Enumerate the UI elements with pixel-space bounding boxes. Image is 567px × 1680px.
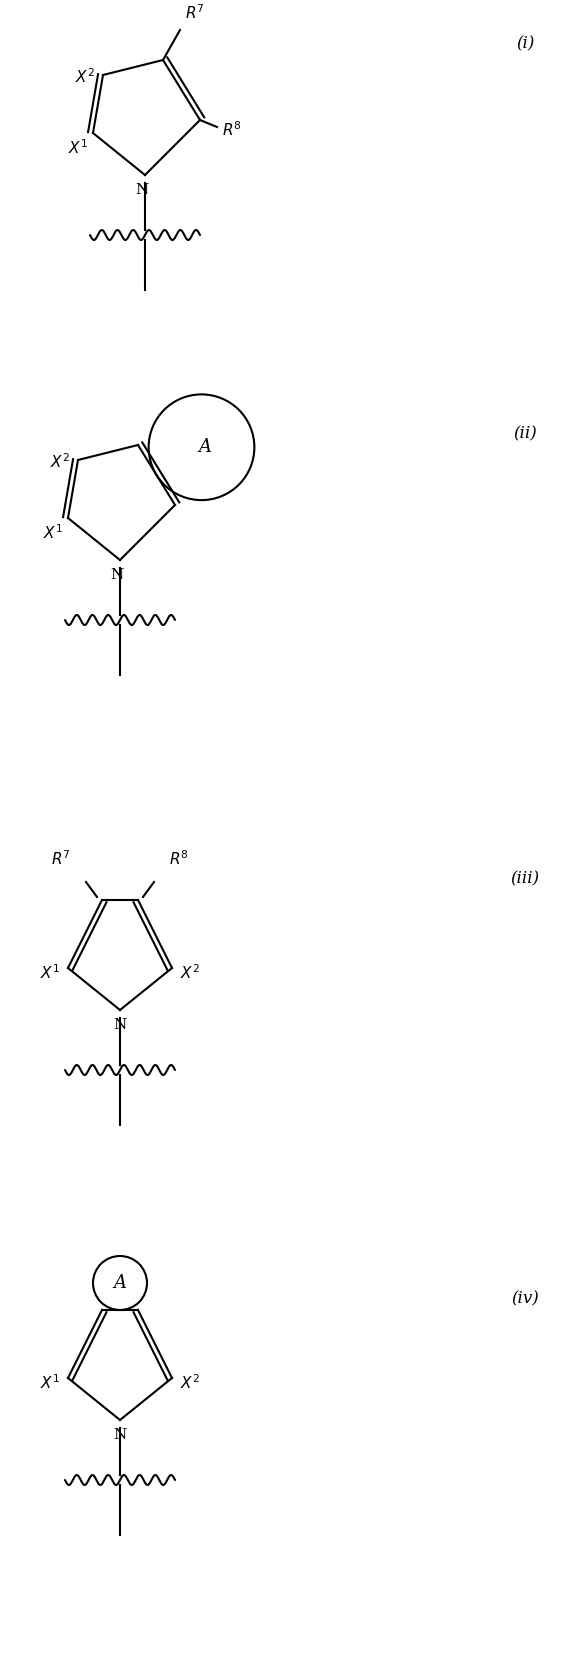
Text: $X^2$: $X^2$ (50, 452, 70, 472)
Text: $R^7$: $R^7$ (52, 850, 71, 869)
Text: N: N (113, 1018, 126, 1032)
Text: (ii): (ii) (513, 425, 537, 442)
Text: $X^1$: $X^1$ (40, 964, 60, 983)
Text: $X^2$: $X^2$ (180, 1374, 200, 1393)
Text: A: A (198, 438, 211, 457)
Text: N: N (136, 183, 149, 197)
Text: $X^2$: $X^2$ (75, 67, 95, 86)
Text: N: N (111, 568, 124, 581)
Text: $R^8$: $R^8$ (169, 850, 189, 869)
Text: $X^1$: $X^1$ (43, 522, 63, 541)
Text: $R^7$: $R^7$ (185, 3, 205, 22)
Text: N: N (113, 1428, 126, 1441)
Text: $X^2$: $X^2$ (180, 964, 200, 983)
Text: (iii): (iii) (510, 870, 540, 887)
Text: $R^8$: $R^8$ (222, 121, 242, 139)
Text: (iv): (iv) (511, 1290, 539, 1307)
Text: (i): (i) (516, 35, 534, 52)
Text: $X^1$: $X^1$ (40, 1374, 60, 1393)
Text: A: A (113, 1273, 126, 1292)
Text: $X^1$: $X^1$ (68, 138, 88, 156)
